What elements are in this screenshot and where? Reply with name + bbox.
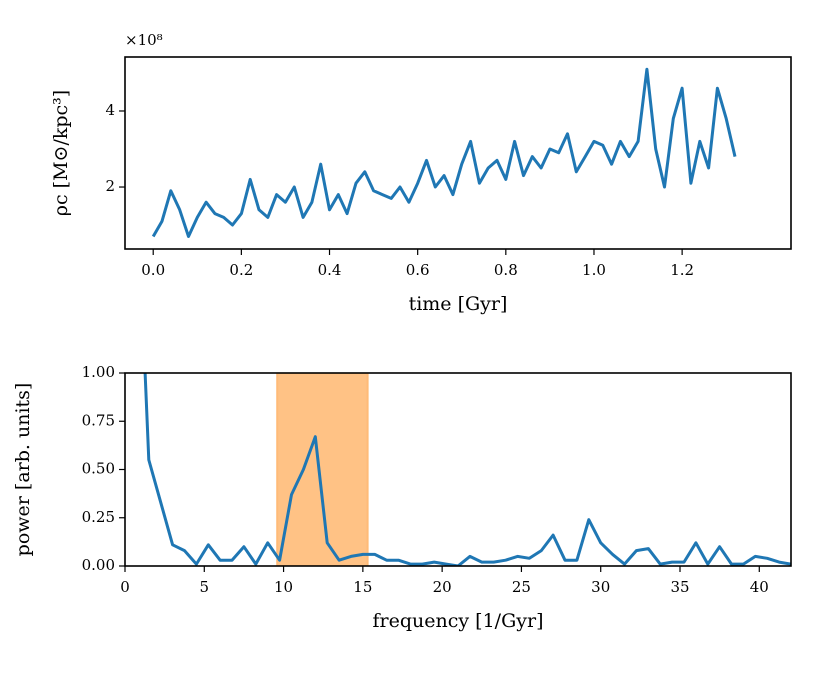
- x-tick-label: 1.0: [582, 261, 606, 279]
- y-axis-label: ρc [M⊙/kpc³]: [50, 90, 72, 216]
- plot-area: [151, 67, 737, 238]
- plot-area: [143, 373, 791, 566]
- y-tick-label: 2: [105, 177, 115, 195]
- x-tick-label: 20: [433, 578, 452, 596]
- y-tick-label: 0.00: [82, 556, 115, 574]
- y-tick-label: 0.75: [82, 411, 115, 429]
- x-axis-label: time [Gyr]: [409, 293, 508, 315]
- x-tick-label: 25: [512, 578, 531, 596]
- x-tick-label: 35: [670, 578, 689, 596]
- x-tick-label: 0.2: [229, 261, 253, 279]
- data-line: [151, 67, 737, 238]
- x-tick-label: 1.2: [670, 261, 694, 279]
- axis-offset-label: ×10⁸: [125, 31, 163, 49]
- x-tick-label: 40: [750, 578, 769, 596]
- x-tick-label: 0.0: [141, 261, 165, 279]
- axes-frame: [124, 56, 792, 250]
- highlight-span: [276, 373, 369, 566]
- x-axis-label: frequency [1/Gyr]: [373, 610, 544, 632]
- x-tick-label: 0.6: [406, 261, 430, 279]
- x-tick-label: 0.8: [494, 261, 518, 279]
- y-axis-label: power [arb. units]: [12, 383, 34, 557]
- y-tick-label: 4: [105, 101, 115, 119]
- x-tick-label: 10: [274, 578, 293, 596]
- x-tick-label: 0.4: [318, 261, 342, 279]
- y-tick-label: 0.25: [82, 508, 115, 526]
- y-tick-label: 0.50: [82, 460, 115, 478]
- x-tick-label: 30: [591, 578, 610, 596]
- x-tick-label: 0: [120, 578, 130, 596]
- x-tick-label: 15: [353, 578, 372, 596]
- axes-frame: [124, 372, 792, 567]
- x-tick-label: 5: [200, 578, 210, 596]
- data-line: [143, 373, 791, 566]
- y-tick-label: 1.00: [82, 363, 115, 381]
